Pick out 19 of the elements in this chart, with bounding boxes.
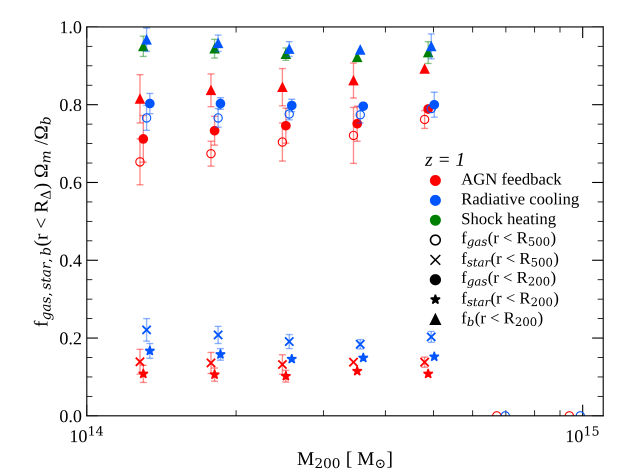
- annotation: f$_{star}$(r < R$_{500}$): [462, 252, 558, 268]
- y-tick-label: 1.0: [60, 21, 82, 34]
- y-tick-label: 0.4: [60, 254, 82, 267]
- y-tick-label: 0.0: [60, 410, 82, 422]
- legend-title: z = 1: [424, 152, 464, 166]
- annotation: f$_{gas}$(r < R$_{500}$): [462, 231, 556, 248]
- y-tick-label: 0.6: [60, 176, 82, 189]
- annotation: f$_{gas}$(r < R$_{200}$): [462, 271, 556, 288]
- y-tick-label: 0.2: [60, 332, 81, 345]
- y-tick-label: 0.8: [60, 98, 82, 112]
- y-axis-title: f$_{gas,star,b}$(r < R$_{Δ}$) Ω$_{m}$ /Ω$_{b}$: [34, 117, 54, 326]
- annotation: f$_{b}$(r < R$_{200}$): [462, 312, 542, 327]
- x-tick-label: 10$^{14}$: [70, 426, 104, 442]
- annotation: Radiative cooling: [462, 192, 579, 208]
- annotation: f$_{star}$(r < R$_{200}$): [462, 292, 558, 308]
- x-tick-label: 10$^{15}$: [566, 426, 599, 442]
- annotation: AGN feedback: [461, 172, 562, 185]
- x-axis-title: M$_{200}$ [ M$_{⊙}$]: [298, 452, 392, 468]
- annotation: Shock heating: [462, 212, 556, 228]
